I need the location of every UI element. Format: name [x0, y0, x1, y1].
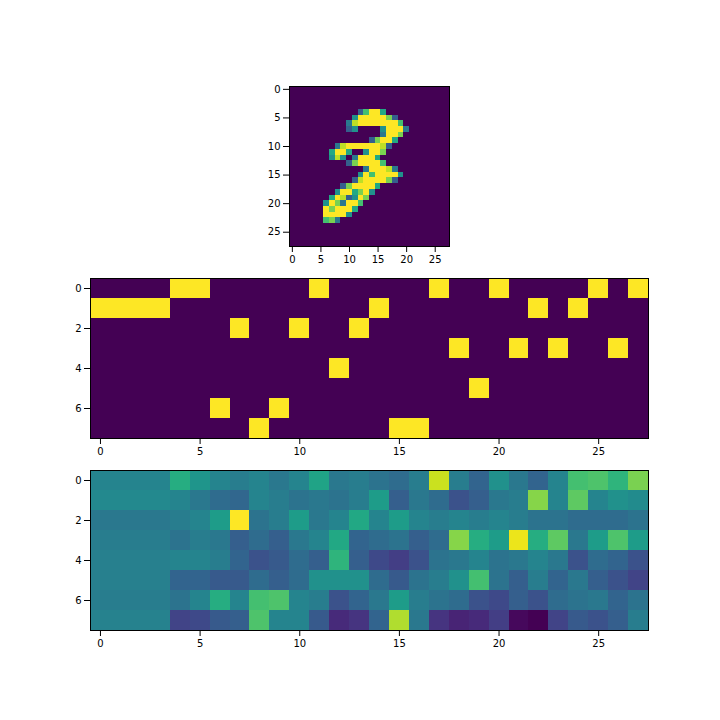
svg-text:5: 5: [274, 112, 280, 123]
svg-text:0: 0: [274, 84, 280, 95]
svg-text:6: 6: [75, 403, 81, 414]
svg-text:0: 0: [75, 475, 81, 486]
svg-text:20: 20: [400, 254, 413, 265]
svg-text:10: 10: [293, 638, 306, 649]
svg-text:2: 2: [75, 323, 81, 334]
svg-text:4: 4: [75, 555, 81, 566]
svg-text:10: 10: [343, 254, 356, 265]
svg-text:25: 25: [592, 446, 605, 457]
svg-text:10: 10: [268, 141, 281, 152]
svg-text:5: 5: [197, 446, 203, 457]
svg-text:6: 6: [75, 595, 81, 606]
svg-text:25: 25: [592, 638, 605, 649]
svg-text:10: 10: [293, 446, 306, 457]
svg-text:15: 15: [268, 169, 281, 180]
svg-text:5: 5: [318, 254, 324, 265]
svg-text:20: 20: [493, 638, 506, 649]
svg-text:0: 0: [289, 254, 295, 265]
svg-text:25: 25: [268, 226, 281, 237]
svg-text:15: 15: [393, 446, 406, 457]
svg-text:2: 2: [75, 515, 81, 526]
svg-text:15: 15: [372, 254, 385, 265]
svg-text:20: 20: [493, 446, 506, 457]
svg-text:0: 0: [75, 283, 81, 294]
svg-text:25: 25: [429, 254, 442, 265]
svg-text:20: 20: [268, 198, 281, 209]
svg-text:4: 4: [75, 363, 81, 374]
svg-text:15: 15: [393, 638, 406, 649]
svg-text:5: 5: [197, 638, 203, 649]
svg-text:0: 0: [97, 638, 103, 649]
svg-text:0: 0: [97, 446, 103, 457]
